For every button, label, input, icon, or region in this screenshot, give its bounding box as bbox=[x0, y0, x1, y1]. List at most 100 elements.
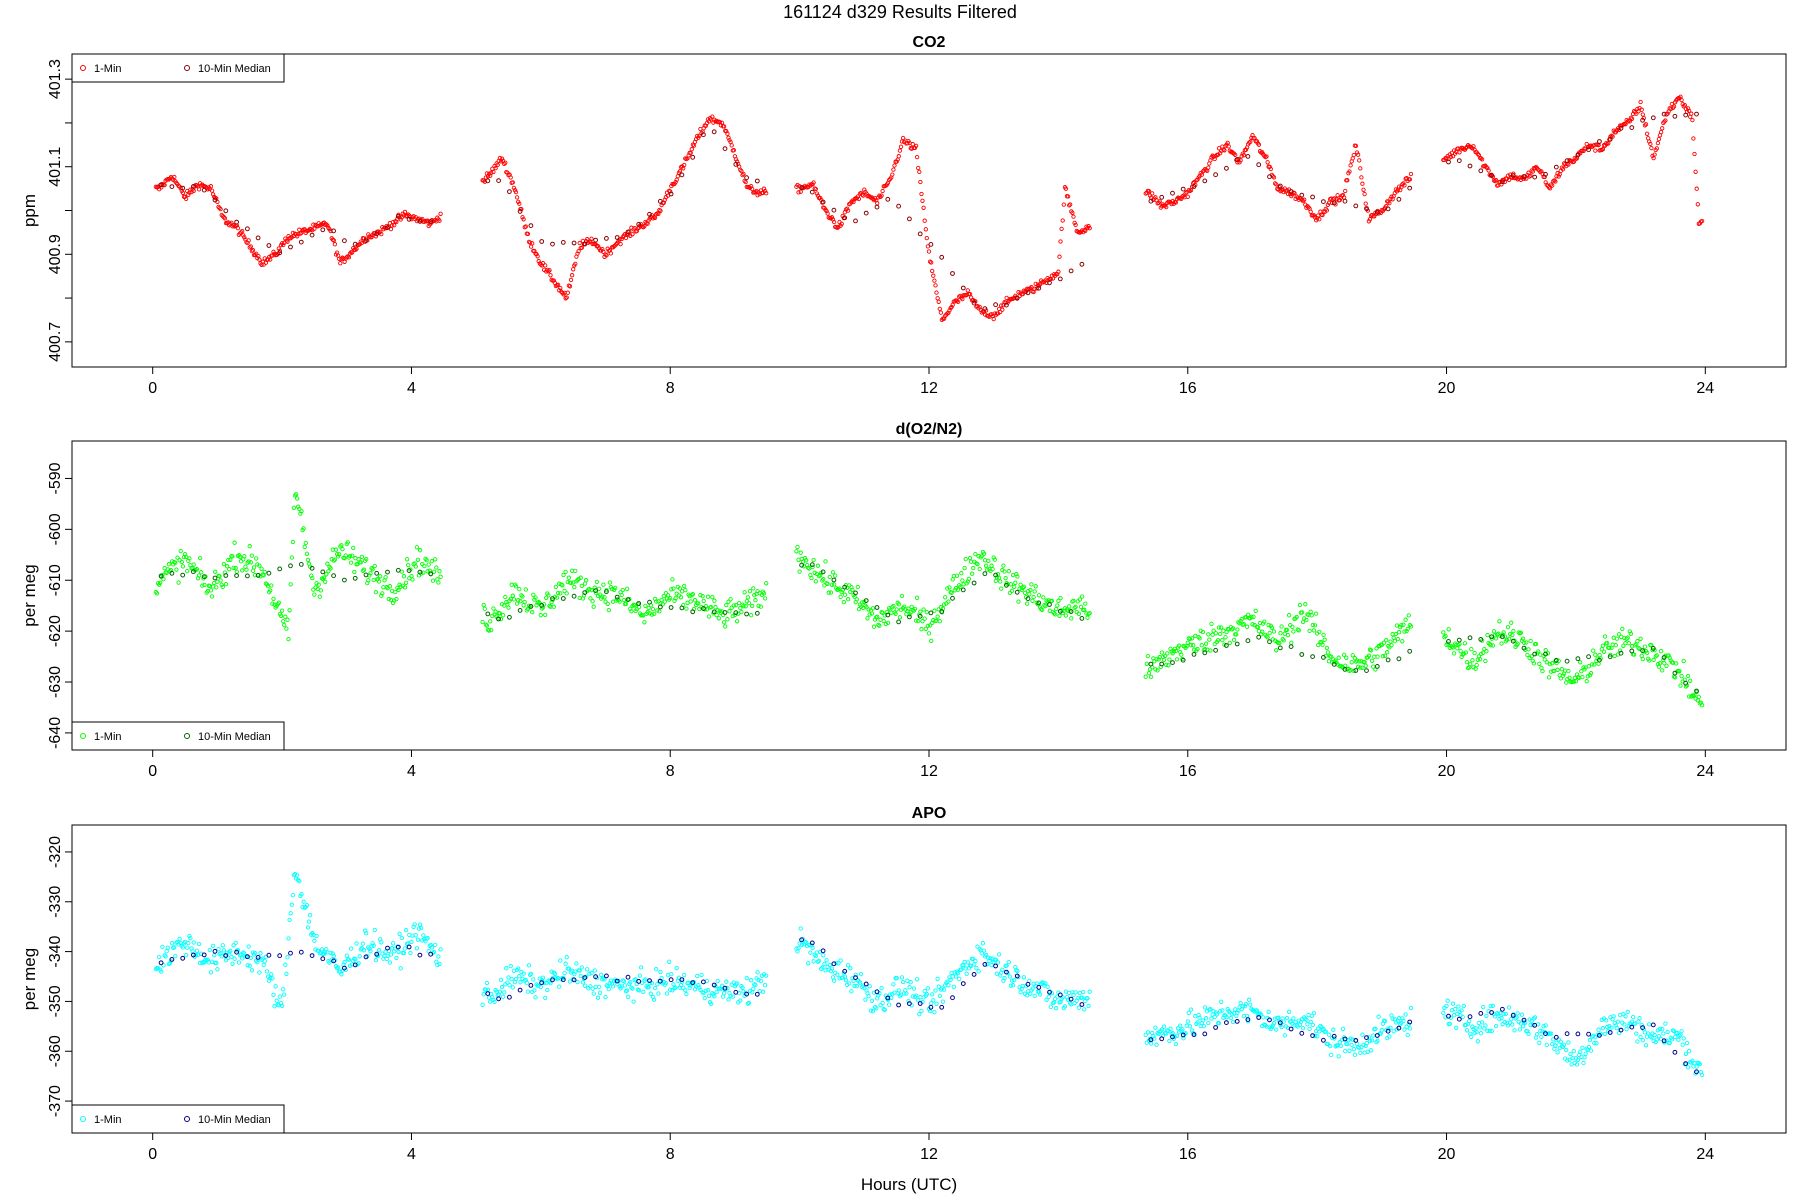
one-min-point bbox=[579, 245, 584, 250]
one-min-point bbox=[196, 573, 202, 578]
median-point bbox=[1256, 634, 1262, 640]
y-tick-label: 400.7 bbox=[47, 322, 64, 362]
one-min-point bbox=[1239, 616, 1244, 622]
panel-title: APO bbox=[912, 805, 947, 822]
one-min-point bbox=[279, 1003, 285, 1009]
one-min-point bbox=[402, 585, 408, 590]
median-point bbox=[485, 991, 491, 996]
median-point bbox=[1202, 1031, 1208, 1037]
legend-label-one-min: 1-Min bbox=[94, 63, 122, 75]
one-min-point bbox=[935, 976, 940, 981]
one-min-point bbox=[1621, 643, 1626, 648]
one-min-point bbox=[495, 162, 500, 168]
one-min-point bbox=[551, 604, 556, 609]
median-point bbox=[1202, 650, 1208, 656]
one-min-point bbox=[1606, 141, 1611, 146]
legend-label-median: 10-Min Median bbox=[198, 1114, 271, 1126]
one-min-point bbox=[1145, 653, 1151, 659]
one-min-point bbox=[883, 183, 889, 188]
one-min-point bbox=[548, 981, 553, 986]
median-point bbox=[1543, 651, 1548, 657]
one-min-point bbox=[415, 937, 421, 942]
one-min-point bbox=[1631, 652, 1637, 657]
median-point bbox=[820, 569, 826, 575]
median-point bbox=[1661, 655, 1667, 660]
one-min-point bbox=[1616, 632, 1622, 637]
one-min-point bbox=[290, 539, 296, 545]
median-point bbox=[690, 980, 696, 985]
one-min-point bbox=[709, 604, 714, 610]
median-point bbox=[496, 178, 502, 184]
one-min-point bbox=[1642, 123, 1648, 128]
one-min-point bbox=[1568, 1051, 1573, 1057]
one-min-point bbox=[258, 951, 263, 956]
one-min-point bbox=[894, 607, 899, 612]
one-min-point bbox=[196, 187, 202, 192]
one-min-point bbox=[637, 973, 643, 978]
median-point bbox=[1575, 152, 1581, 158]
y-tick-label: -610 bbox=[47, 564, 64, 596]
one-min-point bbox=[912, 606, 918, 612]
one-min-point bbox=[489, 627, 494, 633]
one-min-point bbox=[831, 978, 837, 983]
one-min-point bbox=[1522, 640, 1527, 646]
one-min-point bbox=[1386, 1026, 1391, 1031]
one-min-point bbox=[573, 568, 578, 574]
median-point bbox=[928, 610, 934, 616]
one-min-point bbox=[948, 977, 953, 982]
one-min-point bbox=[900, 135, 906, 141]
one-min-point bbox=[567, 284, 573, 289]
median-point bbox=[1036, 285, 1042, 291]
one-min-point bbox=[1212, 1014, 1217, 1020]
one-min-point bbox=[921, 607, 926, 612]
one-min-point bbox=[798, 189, 803, 194]
one-min-point bbox=[481, 602, 486, 608]
one-min-point bbox=[1600, 147, 1606, 152]
y-tick-label: 401.1 bbox=[47, 147, 64, 187]
one-min-point bbox=[1585, 674, 1590, 679]
median-point bbox=[1025, 981, 1031, 987]
one-min-point bbox=[1042, 603, 1047, 608]
one-min-point bbox=[660, 602, 665, 607]
one-min-point bbox=[1169, 1032, 1174, 1037]
panel-title: CO2 bbox=[913, 34, 946, 51]
one-min-point bbox=[1372, 214, 1377, 219]
one-min-point bbox=[1690, 117, 1695, 123]
one-min-point bbox=[379, 940, 384, 945]
one-min-point bbox=[1477, 657, 1483, 662]
one-min-point bbox=[351, 545, 356, 551]
one-min-point bbox=[257, 970, 262, 975]
one-min-point bbox=[1360, 181, 1365, 186]
one-min-point bbox=[853, 972, 858, 977]
one-min-point bbox=[507, 983, 512, 988]
one-min-point bbox=[1029, 285, 1034, 290]
one-min-point bbox=[995, 960, 1001, 965]
one-min-point bbox=[1603, 1018, 1609, 1023]
one-min-point bbox=[1567, 675, 1572, 680]
one-min-point bbox=[1643, 122, 1649, 127]
one-min-point bbox=[284, 238, 289, 243]
one-min-point bbox=[1154, 657, 1159, 662]
one-min-point bbox=[739, 168, 744, 174]
one-min-point bbox=[1255, 625, 1261, 630]
one-min-point bbox=[1083, 601, 1088, 606]
one-min-point bbox=[222, 952, 228, 958]
one-min-point bbox=[1299, 610, 1305, 615]
one-min-point bbox=[1699, 1072, 1705, 1078]
one-min-point bbox=[1312, 623, 1318, 628]
one-min-point bbox=[674, 965, 679, 971]
median-point bbox=[1467, 1014, 1473, 1020]
one-min-point bbox=[1058, 595, 1063, 601]
one-min-point bbox=[249, 553, 255, 558]
one-min-point bbox=[401, 574, 407, 579]
one-min-point bbox=[1256, 628, 1262, 634]
one-min-point bbox=[1253, 608, 1258, 613]
one-min-point bbox=[1187, 1024, 1193, 1029]
one-min-point bbox=[1217, 631, 1223, 637]
one-min-point bbox=[1629, 116, 1635, 121]
one-min-point bbox=[1560, 167, 1566, 172]
one-min-point bbox=[398, 966, 403, 971]
one-min-point bbox=[1254, 139, 1259, 144]
one-min-point bbox=[1015, 574, 1020, 579]
one-min-point bbox=[324, 222, 329, 227]
